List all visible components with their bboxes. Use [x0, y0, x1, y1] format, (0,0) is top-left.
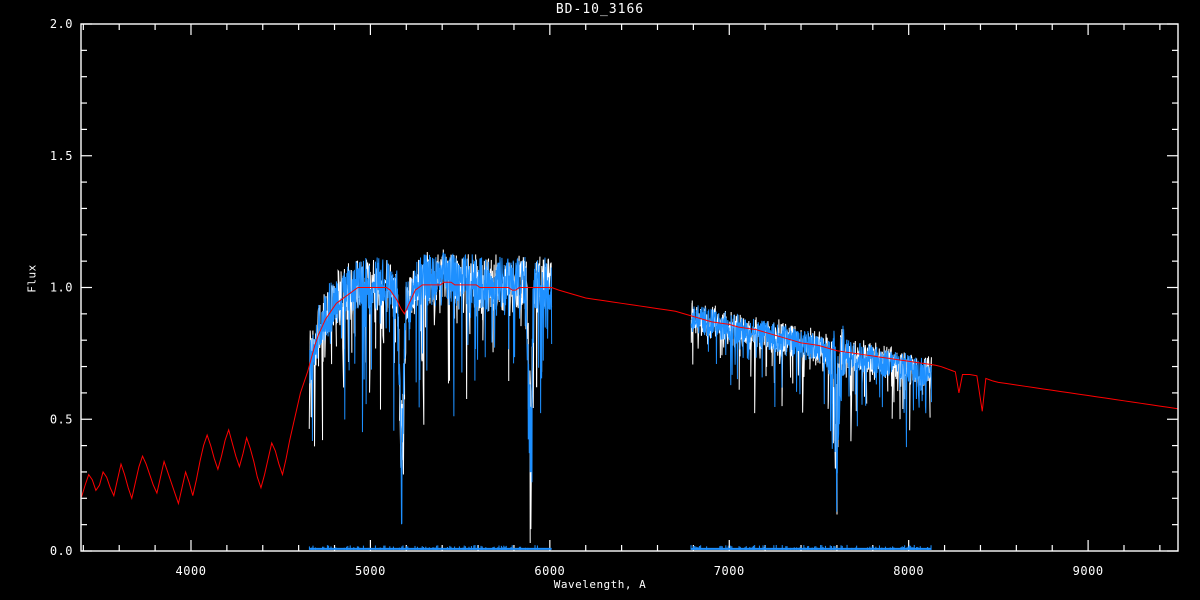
blue-spectrum: [309, 251, 932, 525]
svg-text:0.0: 0.0: [50, 544, 73, 558]
tick-labels: 4000 5000 6000 7000 8000 9000 0.0 0.5 1.0 1.5 2.0: [50, 17, 1104, 578]
page-title: BD-10_3166: [555, 2, 645, 17]
svg-text:0.5: 0.5: [50, 412, 73, 426]
template-spectrum: [81, 281, 1178, 506]
svg-text:2.0: 2.0: [50, 17, 73, 31]
svg-text:1.5: 1.5: [50, 149, 73, 163]
svg-text:9000: 9000: [1073, 564, 1104, 578]
svg-text:5000: 5000: [355, 564, 386, 578]
axis-ticks: [81, 23, 1178, 552]
error-spectrum: [308, 544, 932, 550]
svg-text:1.0: 1.0: [50, 281, 73, 295]
svg-text:8000: 8000: [893, 564, 924, 578]
svg-text:6000: 6000: [534, 564, 565, 578]
svg-text:4000: 4000: [176, 564, 207, 578]
axis-frame: [80, 23, 1179, 552]
x-axis-label: Wavelength, A: [553, 578, 647, 591]
svg-text:7000: 7000: [714, 564, 745, 578]
